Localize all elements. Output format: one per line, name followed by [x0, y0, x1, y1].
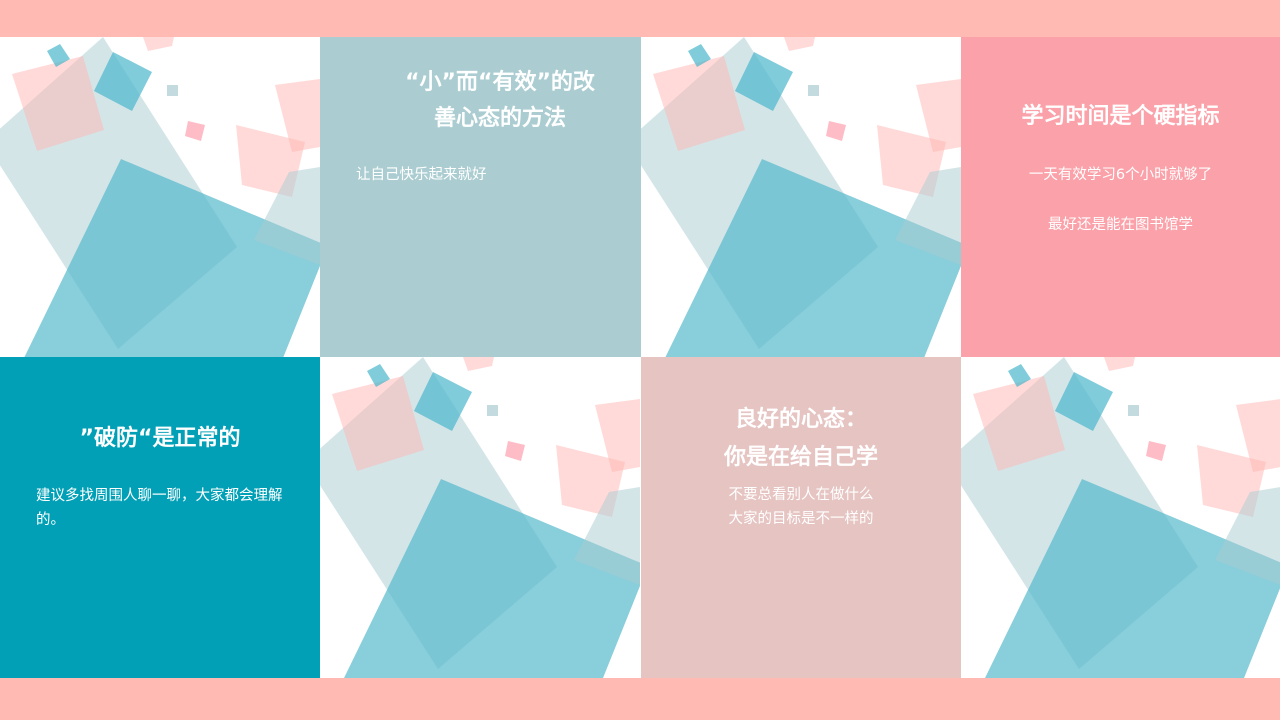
card-study-time: 学习时间是个硬指标 一天有效学习6个小时就够了 最好还是能在图书馆学: [961, 37, 1280, 357]
card-body-line: 一天有效学习6个小时就够了: [1028, 167, 1213, 183]
card-body-line: 大家的目标是不一样的: [728, 511, 874, 527]
card-body-line: 不要总看别人在做什么: [728, 487, 874, 503]
card-breakdown: ”破防“是正常的 建议多找周围人聊一聊，大家都会理解的。: [0, 357, 320, 678]
card-title-line: “小”而“有效”的改: [405, 70, 595, 95]
card-title: ”破防“是正常的: [79, 426, 241, 451]
card-mindset: 良好的心态： 你是在给自己学 不要总看别人在做什么 大家的目标是不一样的: [641, 357, 961, 678]
geometric-squares-decoration: [320, 357, 640, 678]
card-title-line: 你是在给自己学: [723, 445, 878, 470]
top-band: [0, 0, 1280, 37]
decorative-panel: [961, 357, 1280, 678]
geometric-squares-decoration: [641, 37, 961, 357]
card-body-text: 让自己快乐起来就好: [356, 167, 487, 183]
card-title-line: 良好的心态：: [734, 407, 867, 432]
geometric-squares-decoration: [961, 357, 1280, 678]
card-title: “小”而“有效”的改 善心态的方法: [340, 65, 641, 137]
card-body-line: 最好还是能在图书馆学: [1048, 217, 1193, 233]
decorative-panel: [320, 357, 641, 678]
card-mindset-method: “小”而“有效”的改 善心态的方法 让自己快乐起来就好: [320, 37, 641, 357]
card-title-line: 善心态的方法: [433, 106, 566, 131]
decorative-panel: [0, 37, 320, 357]
card-title: 良好的心态： 你是在给自己学: [641, 401, 961, 477]
card-title: 学习时间是个硬指标: [1021, 104, 1220, 129]
bottom-band: [0, 678, 1280, 720]
geometric-squares-decoration: [0, 37, 320, 357]
card-body-text: 建议多找周围人聊一聊，大家都会理解的。: [36, 488, 283, 528]
decorative-panel: [641, 37, 961, 357]
